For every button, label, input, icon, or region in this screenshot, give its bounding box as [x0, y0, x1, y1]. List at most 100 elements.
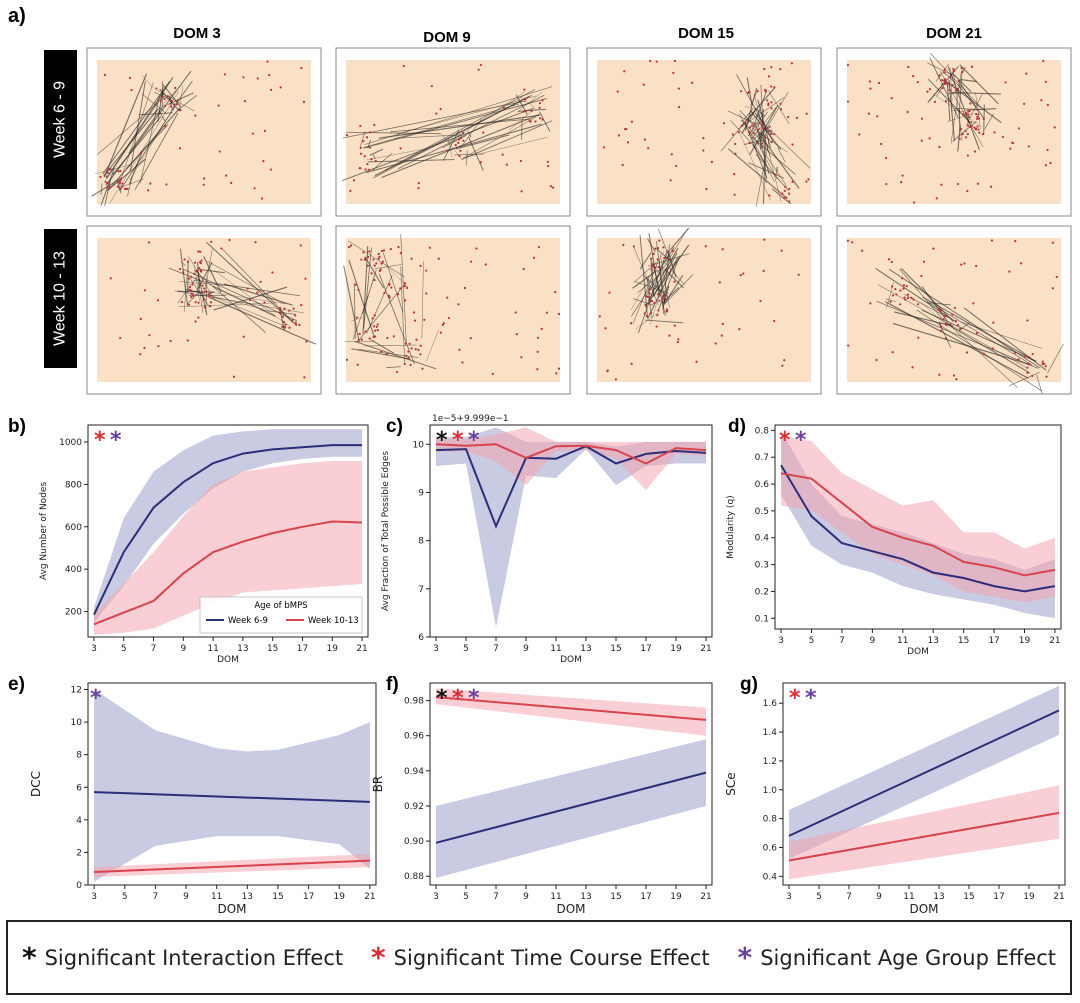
x-axis-label: DOM — [907, 647, 929, 657]
interaction-star-icon: * — [436, 686, 448, 711]
network-panels — [86, 47, 1072, 395]
x-tick-label: 19 — [1023, 892, 1035, 902]
legend-age-group: * Significant Age Group Effect — [737, 940, 1057, 974]
row-label-bg-week-10-13 — [44, 229, 77, 368]
y-tick-label: 0.94 — [404, 767, 424, 777]
x-tick-label: 21 — [364, 892, 375, 902]
x-tick-label: 3 — [91, 892, 97, 902]
age-star-icon: * — [468, 686, 480, 711]
x-tick-label: 7 — [151, 644, 157, 654]
y-tick-label: 0.92 — [404, 802, 424, 812]
x-tick-label: 5 — [463, 892, 469, 902]
network-panel — [836, 225, 1072, 395]
x-tick-label: 9 — [523, 892, 529, 902]
y-tick-label: 1000 — [59, 438, 82, 448]
x-tick-label: 13 — [927, 636, 938, 646]
x-tick-label: 15 — [610, 644, 621, 654]
x-tick-label: 11 — [903, 892, 914, 902]
y-tick-label: 1.0 — [763, 786, 778, 796]
y-tick-label: 0.8 — [763, 815, 778, 825]
x-tick-label: 3 — [91, 644, 97, 654]
y-tick-label: 4 — [76, 816, 82, 826]
row-label-bg-week-6-9 — [44, 50, 77, 189]
panel-label: d) — [728, 416, 746, 437]
y-tick-label: 12 — [71, 686, 82, 696]
x-tick-label: 17 — [297, 644, 308, 654]
dom-header-3: DOM 3 — [173, 25, 221, 42]
network-panel — [86, 225, 322, 395]
series-line-week-6-9 — [435, 445, 707, 529]
y-axis-label: Avg Fraction of Total Possible Edges — [381, 451, 391, 611]
x-tick-label: 21 — [356, 644, 367, 654]
ci-band-week-10-13 — [789, 785, 1059, 880]
chart-legend: Age of bMPS Week 6-9 Week 10-13 — [199, 596, 363, 634]
time-star-icon: * — [452, 686, 464, 711]
x-tick-label: 13 — [580, 644, 591, 654]
y-tick-label: 600 — [65, 523, 82, 533]
x-tick-label: 19 — [670, 892, 682, 902]
y-tick-label: 0.88 — [404, 872, 424, 882]
dom-header-9: DOM 9 — [423, 29, 471, 46]
x-tick-label: 3 — [786, 892, 792, 902]
legend-time-course: * Significant Time Course Effect — [371, 943, 710, 972]
series-line-week-6-9 — [435, 771, 707, 844]
x-axis-label: DOM — [556, 902, 585, 916]
age-star-icon: * — [795, 428, 807, 453]
x-tick-label: 13 — [242, 892, 253, 902]
time-star-icon: * — [452, 428, 464, 453]
series-line-week-10-13 — [435, 696, 707, 721]
axis-offset-text: 1e−5+9.999e−1 — [432, 414, 509, 424]
y-tick-label: 0.4 — [763, 872, 778, 882]
x-tick-label: 11 — [550, 644, 561, 654]
y-tick-label: 0.6 — [763, 843, 778, 853]
y-axis-label: BR — [371, 776, 385, 793]
network-panel — [86, 47, 322, 217]
age-group-star-icon: * — [737, 940, 753, 974]
network-panel — [335, 47, 571, 217]
x-tick-label: 21 — [700, 892, 711, 902]
x-tick-label: 19 — [327, 644, 339, 654]
y-tick-label: 0.5 — [755, 507, 769, 517]
series-line-week-6-9 — [780, 464, 1056, 593]
dom-header-15: DOM 15 — [678, 25, 734, 42]
y-tick-label: 8 — [418, 537, 424, 547]
x-axis-label: DOM — [217, 655, 239, 665]
time-star-icon: * — [779, 428, 791, 453]
y-tick-label: 6 — [418, 633, 424, 643]
interaction-star-icon: * — [21, 940, 37, 974]
legend-time-course-label: Significant Time Course Effect — [393, 945, 710, 970]
significance-legend: * Significant Interaction Effect * Signi… — [6, 920, 1072, 995]
chart-c: c) 3 5 7 9 11 13 15 17 19 21 6 7 8 9 10 DOM Avg Fraction … — [381, 414, 713, 665]
series-line-week-6-9 — [788, 709, 1060, 837]
legend-entry: Week 6-9 — [228, 616, 268, 626]
x-tick-label: 9 — [876, 892, 882, 902]
panel-a-label: a) — [8, 5, 26, 27]
y-tick-label: 0.3 — [755, 561, 769, 571]
panel-label: e) — [8, 674, 25, 695]
x-tick-label: 17 — [640, 644, 651, 654]
x-tick-label: 11 — [207, 644, 218, 654]
y-tick-label: 8 — [76, 751, 82, 761]
x-tick-label: 7 — [493, 644, 499, 654]
x-axis-label: DOM — [909, 902, 938, 916]
y-tick-label: 7 — [418, 585, 424, 595]
series-line-week-10-13 — [788, 811, 1060, 862]
ci-band-week-10-13 — [436, 427, 706, 490]
x-tick-label: 21 — [1053, 892, 1064, 902]
x-tick-label: 9 — [869, 636, 875, 646]
time-star-icon: * — [94, 428, 106, 453]
dom-header-21: DOM 21 — [926, 25, 982, 42]
x-tick-label: 15 — [272, 892, 283, 902]
y-tick-label: 6 — [76, 783, 82, 793]
y-axis-label: DCC — [29, 771, 43, 797]
x-tick-label: 17 — [303, 892, 314, 902]
y-tick-label: 9 — [418, 488, 424, 498]
x-tick-label: 5 — [122, 892, 128, 902]
x-axis-label: DOM — [560, 655, 582, 665]
x-tick-label: 3 — [433, 892, 439, 902]
x-tick-label: 5 — [816, 892, 822, 902]
x-tick-label: 5 — [463, 644, 469, 654]
chart-b: b) 3 5 7 9 11 13 15 17 19 21 200 400 600 800 1000 DOM Avg… — [8, 416, 369, 665]
x-tick-label: 19 — [1019, 636, 1031, 646]
x-tick-label: 21 — [700, 644, 711, 654]
